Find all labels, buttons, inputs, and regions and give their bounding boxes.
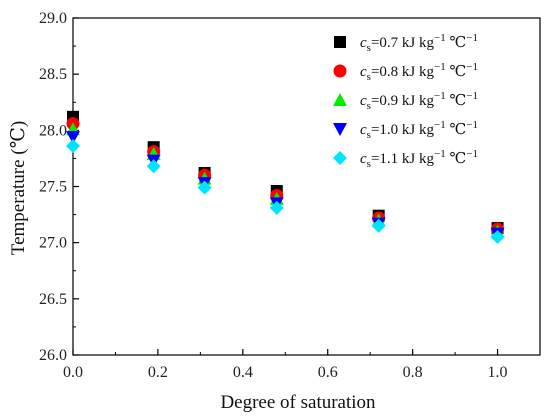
data-point <box>269 200 284 215</box>
legend-label: cs=0.9 kJ kg−1 ℃−1 <box>360 90 478 112</box>
legend-entry: cs=1.0 kJ kg−1 ℃−1 <box>333 119 478 141</box>
marks-layer <box>66 110 505 245</box>
x-tick-label: 0.2 <box>148 364 168 381</box>
legend-label: cs=0.7 kJ kg−1 ℃−1 <box>360 32 478 54</box>
y-axis-title: Temperature (℃) <box>8 121 29 255</box>
y-tick-label: 26.0 <box>39 347 67 364</box>
legend-marker <box>333 151 347 165</box>
x-axis-title: Degree of saturation <box>220 392 376 413</box>
y-tick-label: 26.5 <box>39 291 67 308</box>
x-tick-label: 0.6 <box>318 364 338 381</box>
legend-marker <box>333 64 347 78</box>
legend-marker <box>333 93 347 106</box>
x-tick-label: 1.0 <box>488 364 508 381</box>
legend-entry: cs=0.8 kJ kg−1 ℃−1 <box>333 61 478 83</box>
data-point <box>146 159 161 174</box>
y-tick-label: 28.0 <box>39 122 67 139</box>
y-tick-label: 27.0 <box>39 235 67 252</box>
data-point <box>490 230 505 245</box>
series-3 <box>66 122 505 238</box>
legend-label: cs=0.8 kJ kg−1 ℃−1 <box>360 61 478 83</box>
data-point <box>66 139 80 154</box>
legend-marker <box>334 36 346 48</box>
y-tick-label: 28.5 <box>39 66 67 83</box>
x-tick-label: 0.4 <box>233 364 253 381</box>
series-2 <box>66 117 505 236</box>
ticks-layer: 0.0 0.2 0.4 0.6 0.8 1.0 26.0 26.5 27.0 27.5 28.0 28… <box>39 10 541 381</box>
legend-entry: cs=0.7 kJ kg−1 ℃−1 <box>334 32 478 54</box>
series-5 <box>66 139 505 245</box>
data-point <box>66 131 80 145</box>
y-tick-label: 29.0 <box>39 10 67 27</box>
y-tick-label: 27.5 <box>39 179 67 196</box>
x-tick-label: 0.8 <box>403 364 423 381</box>
legend-label: cs=1.1 kJ kg−1 ℃−1 <box>360 148 478 170</box>
data-point <box>371 218 386 233</box>
legend-entry: cs=0.9 kJ kg−1 ℃−1 <box>333 90 478 112</box>
legend: cs=0.7 kJ kg−1 ℃−1 cs=0.8 kJ kg−1 ℃−1 cs=0… <box>333 32 478 170</box>
legend-label: cs=1.0 kJ kg−1 ℃−1 <box>360 119 478 141</box>
x-tick-label: 0.0 <box>63 364 83 381</box>
data-point <box>197 180 212 195</box>
legend-entry: cs=1.1 kJ kg−1 ℃−1 <box>333 148 478 170</box>
legend-marker <box>333 123 347 136</box>
